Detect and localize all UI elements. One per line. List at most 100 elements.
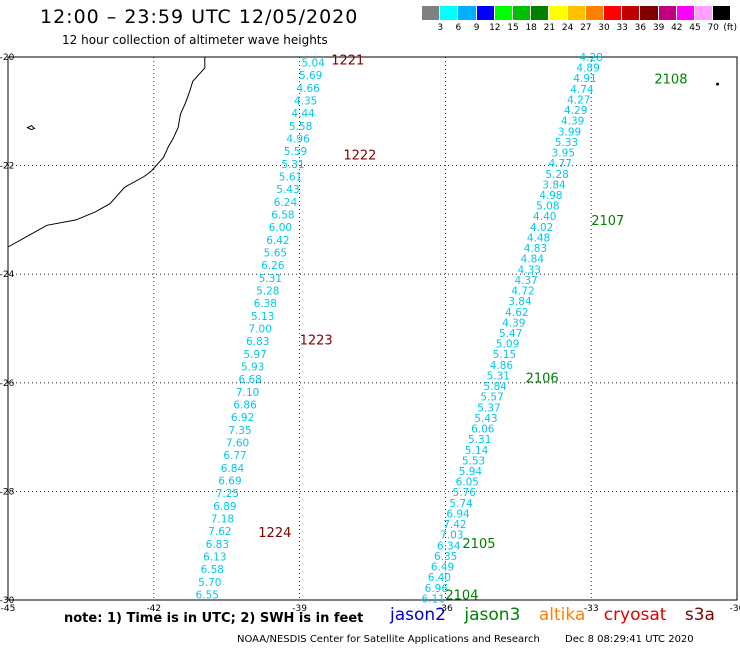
swh-value: 6.42 [266, 235, 289, 247]
swh-value: 5.84 [483, 381, 507, 393]
swh-value: 5.47 [499, 328, 522, 340]
color-swatch [531, 6, 549, 20]
swh-value: 5.59 [284, 146, 307, 158]
credit-line: NOAA/NESDIS Center for Satellite Applica… [237, 634, 694, 645]
swh-value: 7.10 [236, 387, 259, 399]
latitude-label: -22 [0, 162, 14, 172]
swh-value: 6.35 [434, 551, 457, 563]
swh-value: 5.69 [299, 70, 322, 82]
swh-value: 6.89 [213, 501, 236, 513]
swh-value: 7.03 [440, 530, 463, 542]
swh-value: 5.28 [545, 169, 568, 181]
color-tick-label: 12 [489, 23, 501, 33]
swh-value: 6.05 [456, 477, 479, 489]
latitude-label: -24 [0, 270, 15, 280]
swh-value: 4.02 [530, 222, 553, 234]
color-tick-label: 45 [689, 23, 701, 33]
pass-label: 2104 [445, 589, 478, 604]
color-swatch [695, 6, 713, 20]
swh-value: 4.91 [573, 73, 596, 85]
swh-value: 4.89 [576, 63, 599, 75]
swh-value: 6.69 [218, 476, 241, 488]
color-tick-label: 42 [671, 23, 683, 33]
swh-value: 4.39 [502, 317, 525, 329]
longitude-label: -45 [1, 604, 16, 614]
color-unit-label: (ft) [723, 23, 737, 33]
satellite-cryosat: cryosat [603, 605, 667, 625]
color-swatch [604, 6, 622, 20]
map-subtitle: 12 hour collection of altimeter wave hei… [62, 33, 328, 47]
longitude-label: -36 [438, 604, 453, 614]
swh-value: 4.83 [524, 243, 547, 255]
swh-value: 4.33 [518, 264, 541, 276]
swh-value: 6.68 [238, 374, 261, 386]
swh-value: 6.38 [254, 298, 277, 310]
swh-value: 4.29 [564, 105, 587, 117]
swh-value: 3.99 [558, 126, 581, 138]
swh-value: 4.66 [296, 83, 320, 95]
swh-value: 7.18 [211, 514, 234, 526]
swh-value: 4.77 [549, 158, 572, 170]
swh-value: 6.84 [221, 463, 245, 475]
credit-text: NOAA/NESDIS Center for Satellite Applica… [237, 634, 540, 645]
swh-value: 5.93 [241, 362, 264, 374]
color-tick-label: 39 [652, 23, 665, 33]
swh-value: 6.49 [431, 562, 454, 574]
satellite-jason2: jason2 [390, 605, 446, 625]
swh-value: 7.62 [208, 526, 231, 538]
swh-value: 5.94 [459, 466, 483, 478]
swh-value: 4.98 [539, 190, 562, 202]
color-tick-label: 18 [525, 23, 537, 33]
swh-value: 6.77 [223, 450, 246, 462]
pass-label: 1223 [300, 333, 333, 348]
swh-value: 5.09 [496, 339, 519, 351]
swh-value: 7.60 [226, 438, 249, 450]
swh-value: 3.84 [508, 296, 532, 308]
units-note: note: 1) Time is in UTC; 2) SWH is in fe… [64, 611, 364, 626]
satellite-altika: altika [538, 605, 586, 625]
swh-value: 4.28 [580, 52, 603, 64]
color-swatch [713, 6, 731, 20]
color-swatch [622, 6, 640, 20]
color-tick-label: 3 [437, 23, 444, 33]
swh-value: 3.84 [542, 179, 566, 191]
pass-label: 2105 [462, 537, 495, 552]
swh-value: 5.31 [487, 370, 510, 382]
swh-value: 4.44 [291, 108, 315, 120]
color-swatch [676, 6, 694, 20]
lake-outline [26, 124, 36, 131]
swh-value: 5.74 [449, 498, 473, 510]
color-swatch [458, 6, 476, 20]
swh-value: 7.42 [443, 519, 466, 531]
swh-value: 5.65 [264, 247, 287, 259]
color-tick-label: 21 [543, 23, 556, 33]
color-swatch [549, 6, 567, 20]
pass-label: 1222 [343, 149, 376, 164]
swh-value: 4.86 [490, 360, 514, 372]
swh-value: 4.84 [521, 254, 545, 266]
swh-value: 5.08 [536, 201, 559, 213]
swh-value: 3.95 [552, 148, 575, 160]
longitude-label: -33 [584, 604, 599, 614]
map-title: 12:00 – 23:59 UTC 12/05/2020 [40, 6, 359, 28]
swh-value: 4.39 [561, 116, 584, 128]
coastline [7, 57, 206, 248]
longitude-label: -39 [292, 604, 307, 614]
swh-value: 6.11 [422, 593, 445, 605]
satellite-jason3: jason3 [464, 605, 521, 625]
color-tick-label: 27 [580, 23, 592, 33]
color-tick-label: 6 [455, 23, 462, 33]
swh-value: 4.48 [527, 232, 550, 244]
swh-value: 6.92 [231, 412, 254, 424]
swh-value: 6.00 [269, 222, 292, 234]
swh-value: 6.13 [203, 552, 226, 564]
swh-value: 5.15 [493, 349, 516, 361]
swh-value: 4.74 [570, 84, 594, 96]
color-swatch [567, 6, 585, 20]
color-swatch [440, 6, 458, 20]
swh-value: 6.06 [471, 424, 495, 436]
pass-label: 1221 [331, 54, 364, 69]
swh-value: 4.96 [286, 133, 310, 145]
swh-value: 6.34 [437, 540, 461, 552]
swh-value: 6.83 [246, 336, 269, 348]
